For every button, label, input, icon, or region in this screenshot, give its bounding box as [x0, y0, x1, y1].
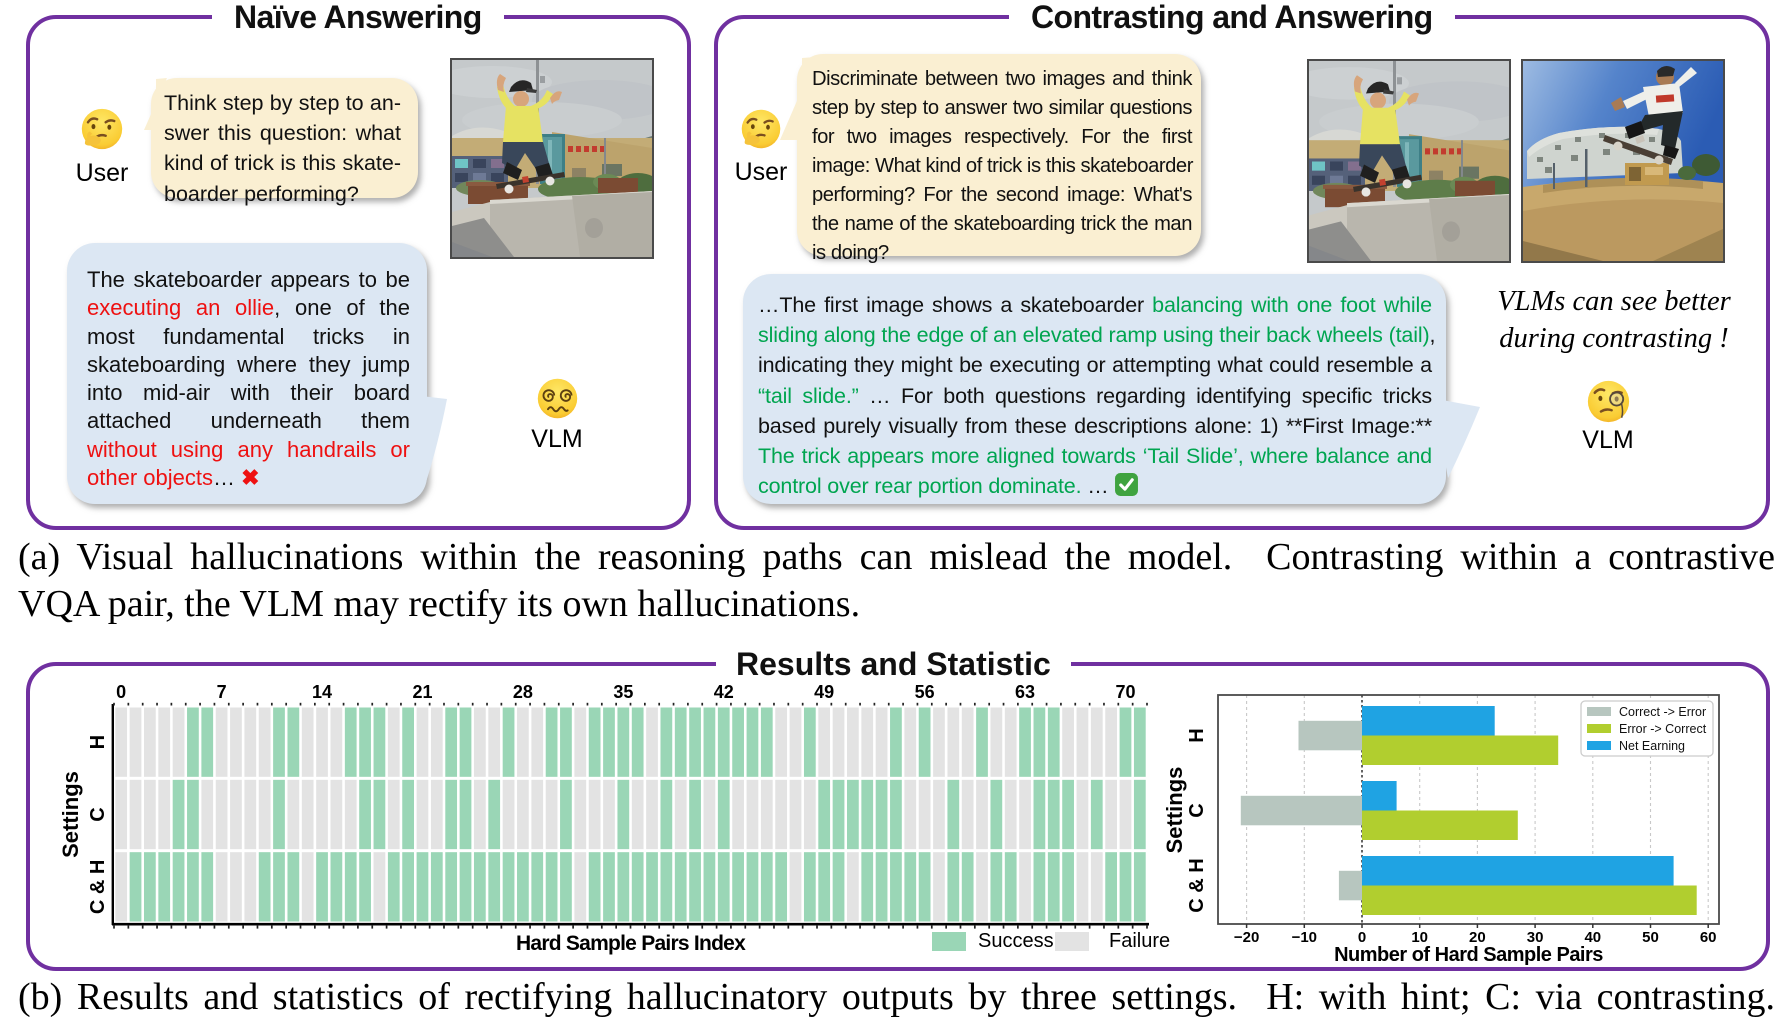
svg-text:49: 49 [814, 682, 834, 702]
svg-text:14: 14 [312, 682, 332, 702]
svg-text:63: 63 [1015, 682, 1035, 702]
svg-text:50: 50 [1642, 929, 1659, 946]
svg-text:Settings: Settings [1162, 767, 1187, 854]
svg-text:H: H [87, 735, 109, 749]
svg-text:Hard Sample Pairs Index: Hard Sample Pairs Index [516, 932, 746, 955]
svg-text:Error -> Correct: Error -> Correct [1619, 722, 1707, 736]
svg-text:35: 35 [613, 682, 633, 702]
svg-text:Failure: Failure [1109, 930, 1170, 952]
svg-text:Correct -> Error: Correct -> Error [1619, 705, 1706, 719]
svg-text:30: 30 [1527, 929, 1544, 946]
svg-text:0: 0 [1358, 929, 1366, 946]
svg-text:C: C [1186, 803, 1208, 817]
svg-text:−10: −10 [1292, 929, 1317, 946]
svg-text:60: 60 [1700, 929, 1717, 946]
svg-text:C: C [87, 807, 109, 821]
svg-text:70: 70 [1115, 682, 1135, 702]
svg-text:7: 7 [217, 682, 227, 702]
svg-text:10: 10 [1411, 929, 1428, 946]
svg-text:H: H [1186, 728, 1208, 742]
svg-text:−20: −20 [1234, 929, 1259, 946]
svg-text:Settings: Settings [58, 771, 83, 858]
svg-text:56: 56 [915, 682, 935, 702]
svg-text:C & H: C & H [87, 860, 109, 914]
svg-text:Number of Hard Sample Pairs: Number of Hard Sample Pairs [1334, 944, 1603, 966]
svg-text:Success: Success [978, 930, 1054, 952]
svg-text:40: 40 [1584, 929, 1601, 946]
svg-text:42: 42 [714, 682, 734, 702]
svg-text:0: 0 [116, 682, 126, 702]
svg-text:21: 21 [412, 682, 432, 702]
svg-text:28: 28 [513, 682, 533, 702]
svg-text:C & H: C & H [1186, 858, 1208, 912]
svg-text:20: 20 [1469, 929, 1486, 946]
svg-text:Net Earning: Net Earning [1619, 739, 1685, 753]
